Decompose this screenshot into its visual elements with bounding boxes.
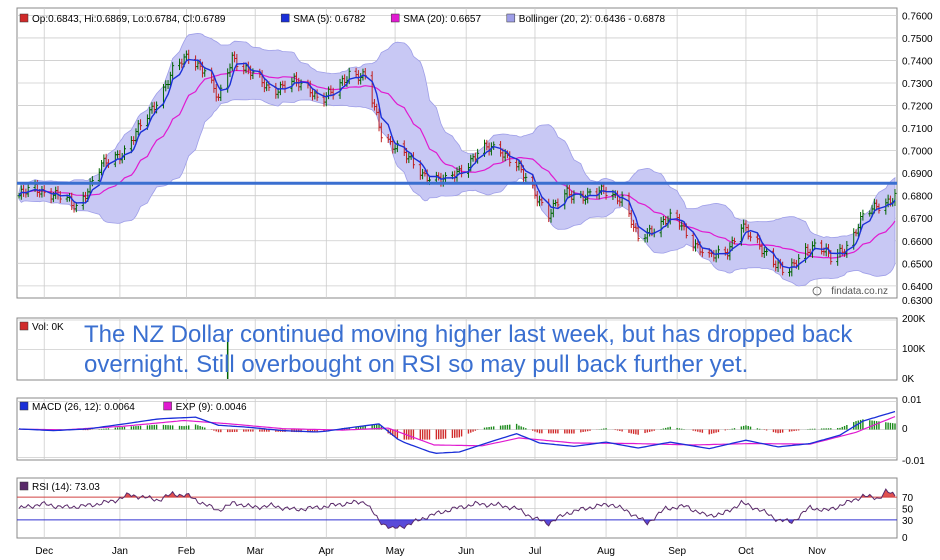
macd-y-tick-label: 0 <box>902 424 908 435</box>
price-y-ticks: 0.7600 0.7500 0.7400 0.7300 0.7200 0.7100 0.70… <box>902 11 933 307</box>
legend-swatch <box>19 13 29 23</box>
x-axis-label-aug: Aug <box>597 546 615 557</box>
sma5-line <box>18 58 896 269</box>
macd-y-tick-label: -0.01 <box>902 456 925 467</box>
legend-swatch <box>390 13 400 23</box>
legend-swatch <box>506 13 516 23</box>
macd-panel-frame <box>16 397 898 461</box>
x-axis-label-nov: Nov <box>808 546 826 557</box>
macd-y-tick-label: 0.01 <box>902 395 922 406</box>
volume-panel: 200K 100K 0K Vol: 0K <box>16 314 926 385</box>
rsi-y-tick-label: 50 <box>902 505 914 516</box>
price-y-tick-label: 0.6600 <box>902 237 933 248</box>
bollinger-band <box>18 32 896 287</box>
legend-label: Bollinger (20, 2): 0.6436 - 0.6878 <box>519 14 666 25</box>
x-axis-label-jan: Jan <box>112 546 128 557</box>
price-y-tick-label: 0.6800 <box>902 192 933 203</box>
price-y-tick-label: 0.7000 <box>902 147 933 158</box>
x-axis-label-mar: Mar <box>247 546 265 557</box>
macd-y-ticks: 0.01 0 -0.01 <box>902 395 925 467</box>
volume-panel-frame <box>16 317 898 381</box>
x-axis-label-jul: Jul <box>529 546 542 557</box>
x-axis-label-feb: Feb <box>178 546 196 557</box>
legend-swatch <box>19 321 29 331</box>
watermark: findata.co.nz <box>831 286 888 297</box>
price-y-tick-label: 0.6900 <box>902 169 933 180</box>
price-y-tick-label: 0.6700 <box>902 214 933 225</box>
macd-signal-line <box>19 416 896 447</box>
legend-label: Op:0.6843, Hi:0.6869, Lo:0.6784, Cl:0.67… <box>32 14 226 25</box>
x-axis-label-sep: Sep <box>668 546 686 557</box>
legend-label: MACD (26, 12): 0.0064 <box>32 402 135 413</box>
x-axis-label-dec: Dec <box>35 546 53 557</box>
legend-swatch <box>163 401 172 411</box>
volume-y-tick-label: 0K <box>902 374 915 385</box>
price-y-tick-label: 0.7300 <box>902 79 933 90</box>
rsi-y-tick-label: 0 <box>902 533 908 544</box>
price-y-tick-label: 0.6400 <box>902 282 933 293</box>
volume-y-tick-label: 200K <box>902 314 926 325</box>
price-legend: Op:0.6843, Hi:0.6869, Lo:0.6784, Cl:0.67… <box>19 13 666 25</box>
annotation-line-1: The NZ Dollar continued moving higher la… <box>84 321 853 348</box>
legend-label: SMA (20): 0.6657 <box>403 14 481 25</box>
legend-label: EXP (9): 0.0046 <box>176 402 247 413</box>
annotation-line-2: overnight. Still overbought on RSI so ma… <box>84 351 749 378</box>
rsi-line <box>18 488 896 530</box>
price-y-tick-label: 0.7200 <box>902 102 933 113</box>
volume-y-tick-label: 100K <box>902 344 926 355</box>
x-axis-label-oct: Oct <box>738 546 754 557</box>
price-y-tick-label: 0.7600 <box>902 11 933 22</box>
legend-label: SMA (5): 0.6782 <box>293 14 366 25</box>
price-y-tick-label: 0.7500 <box>902 34 933 45</box>
copyright-icon <box>812 286 822 296</box>
volume-legend: Vol: 0K <box>19 321 64 333</box>
legend-swatch <box>19 481 29 491</box>
x-axis-labels: Dec Jan Feb Mar Apr May Jun Jul Aug Sep Oct Nov <box>35 546 826 557</box>
x-axis-label-apr: Apr <box>319 546 335 557</box>
legend-swatch <box>19 401 29 411</box>
price-y-tick-label: 0.6300 <box>902 296 933 307</box>
macd-line <box>18 410 896 454</box>
legend-label: RSI (14): 73.03 <box>32 482 100 493</box>
rsi-y-tick-label: 70 <box>902 493 914 504</box>
price-y-tick-label: 0.7400 <box>902 56 933 67</box>
rsi-y-tick-label: 30 <box>902 516 914 527</box>
x-axis-label-jun: Jun <box>458 546 474 557</box>
macd-histogram <box>18 419 896 440</box>
macd-panel: 0.01 0 -0.01 MACD (26, 12): 0.0064 EXP (9):… <box>16 395 925 467</box>
annotation-note: The NZ Dollar continued moving higher la… <box>84 320 884 380</box>
volume-y-ticks: 200K 100K 0K <box>902 314 926 385</box>
legend-swatch <box>280 13 290 23</box>
price-panel: 0.7600 0.7500 0.7400 0.7300 0.7200 0.7100 0.70… <box>16 7 933 307</box>
macd-legend: MACD (26, 12): 0.0064 EXP (9): 0.0046 <box>19 401 247 413</box>
price-y-tick-label: 0.7100 <box>902 124 933 135</box>
volume-grid <box>17 318 897 380</box>
rsi-legend: RSI (14): 73.03 <box>19 481 100 493</box>
x-axis-label-may: May <box>386 546 405 557</box>
legend-label: Vol: 0K <box>32 322 64 333</box>
price-y-tick-label: 0.6500 <box>902 259 933 270</box>
